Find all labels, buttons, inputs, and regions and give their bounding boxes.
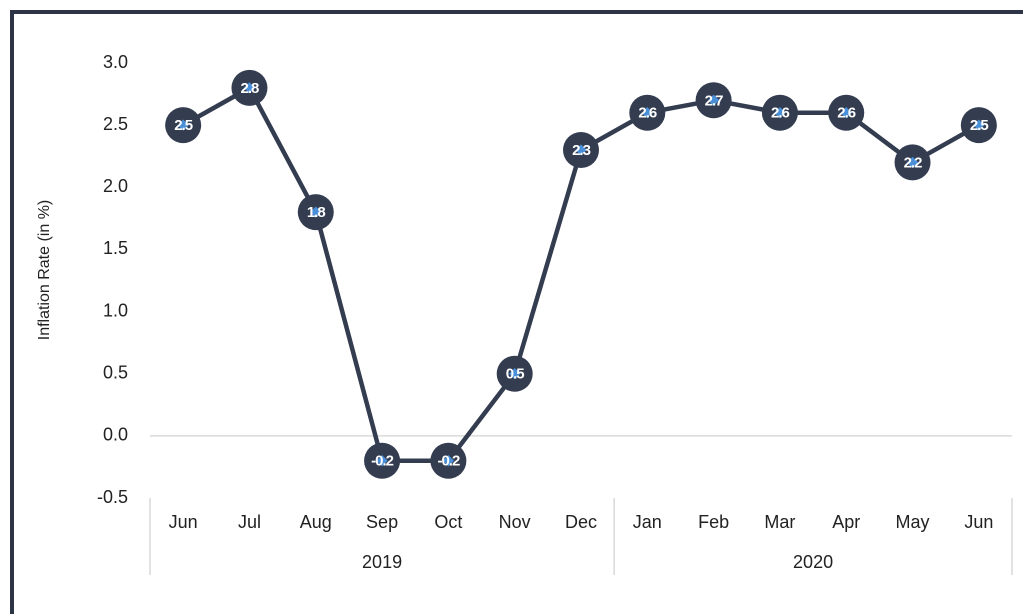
y-tick-label: 2.0	[103, 176, 128, 196]
x-tick-label: Jul	[238, 512, 261, 532]
marker	[310, 206, 322, 218]
data-label: 0.5	[506, 366, 525, 383]
y-tick-label: 0.0	[103, 425, 128, 445]
data-label: -0.2	[371, 453, 394, 470]
y-tick-label: 0.5	[103, 362, 128, 382]
data-label: 2.5	[970, 117, 989, 134]
x-tick-label: Dec	[565, 512, 597, 532]
marker	[575, 144, 587, 156]
marker	[376, 455, 388, 467]
frame	[10, 10, 1023, 614]
y-axis-label: Inflation Rate (in %)	[36, 200, 53, 341]
x-tick-label: Feb	[698, 512, 729, 532]
data-label: 2.3	[572, 142, 591, 159]
data-label: 2.5	[174, 117, 193, 134]
data-label: 2.8	[241, 80, 260, 97]
x-tick-label: Jun	[169, 512, 198, 532]
marker	[509, 368, 521, 380]
marker	[442, 455, 455, 467]
x-tick-label: Mar	[764, 512, 795, 532]
data-label: 2.6	[638, 105, 657, 122]
y-tick-label: 1.5	[103, 238, 128, 258]
marker	[906, 156, 919, 169]
group-label: 2019	[362, 552, 402, 572]
data-label: 2.6	[771, 105, 790, 122]
x-tick-label: Oct	[434, 512, 462, 532]
x-tick-label: Nov	[499, 512, 531, 532]
x-tick-label: Aug	[300, 512, 332, 532]
y-tick-label: 1.0	[103, 300, 128, 320]
data-label: 2.7	[705, 92, 724, 109]
y-tick-label: 2.5	[103, 114, 128, 134]
group-label: 2020	[793, 552, 833, 572]
x-tick-label: Apr	[832, 512, 860, 532]
y-tick-label: 3.0	[103, 52, 128, 72]
y-tick-label: -0.5	[97, 487, 128, 507]
x-tick-label: Sep	[366, 512, 398, 532]
data-label: -0.2	[437, 453, 460, 470]
x-tick-label: Jun	[964, 512, 993, 532]
data-label: 1.8	[307, 204, 326, 221]
x-tick-label: May	[896, 512, 930, 532]
data-label: 2.6	[837, 105, 856, 122]
x-tick-label: Jan	[633, 512, 662, 532]
data-label: 2.2	[904, 154, 923, 171]
